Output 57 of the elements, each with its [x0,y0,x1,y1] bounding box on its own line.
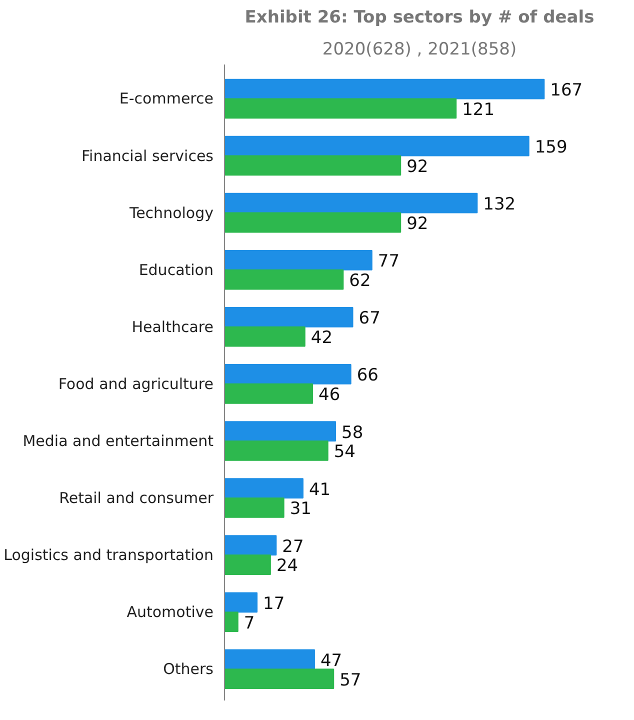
bar [224,498,284,518]
y-tick-label: Financial services [82,146,214,165]
bar [224,554,271,575]
data-label: 58 [342,422,364,443]
data-label: 57 [340,670,362,690]
bar [224,440,328,461]
y-tick-label: E-commerce [119,90,214,108]
data-label: 167 [550,80,583,101]
bar [224,136,530,156]
data-label: 54 [334,442,356,462]
data-label: 92 [406,156,428,177]
y-tick-label: Education [138,260,214,279]
data-label: 17 [263,594,285,614]
bar [224,364,352,384]
bar [224,212,402,233]
data-label: 24 [276,556,298,576]
y-tick-label: Retail and consumer [59,489,214,508]
bar [224,592,258,613]
chart-subtitle: 2020(628) , 2021(858) [322,40,517,60]
bar [224,326,306,347]
y-tick-label: Technology [128,204,214,222]
bar [224,421,336,442]
y-tick-label: Healthcare [132,318,214,336]
data-label: 7 [244,613,255,634]
bar [224,478,304,499]
chart-title: Exhibit 26: Top sectors by # of deals [244,8,594,28]
y-tick-label: Logistics and transportation [4,546,214,564]
bar [224,306,354,328]
data-label: 42 [310,328,333,348]
data-label: 159 [534,138,568,158]
bar [224,78,545,100]
data-label: 121 [462,100,495,120]
data-label: 77 [378,252,400,272]
data-label: 66 [356,366,378,386]
bar [224,192,478,214]
data-label: 47 [320,650,342,671]
data-label: 92 [406,214,428,234]
data-label: 132 [483,194,516,215]
data-label: 46 [318,385,340,406]
y-tick-label: Others [163,660,214,678]
data-label: 31 [290,499,312,520]
data-label: 67 [358,308,380,329]
data-label: 62 [349,271,371,292]
data-label: 41 [308,480,331,500]
y-tick-label: Automotive [126,603,214,622]
y-tick-label: Media and entertainment [22,432,214,450]
bar [224,649,315,670]
y-tick-label: Food and agriculture [58,374,214,393]
bar [224,612,238,632]
bar [224,269,344,290]
bar [224,535,277,556]
bar [224,383,314,404]
data-label: 27 [282,536,304,557]
bar [224,98,457,119]
bar [224,250,372,270]
bar [224,668,334,690]
bar [224,155,402,176]
